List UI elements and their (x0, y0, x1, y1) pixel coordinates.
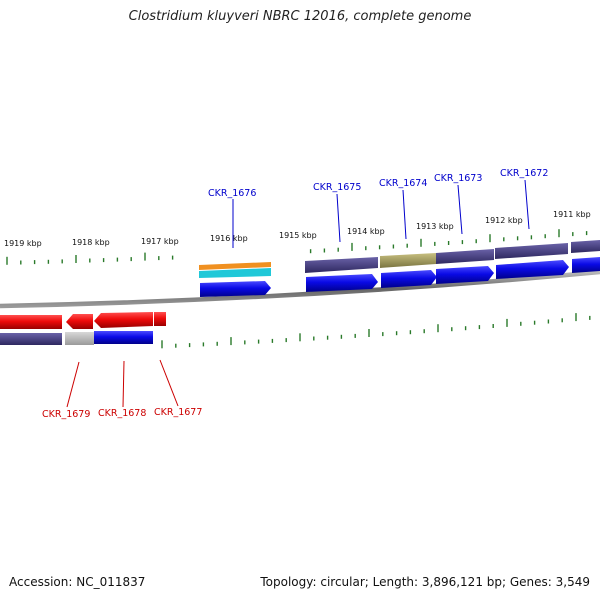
gene-arrow-1678 (66, 314, 93, 329)
gene-label-1672: CKR_1672 (500, 168, 548, 179)
tick-label-1917: 1917 kbp (141, 237, 179, 246)
gene-label-1676: CKR_1676 (208, 188, 256, 199)
forward-cog-track (199, 240, 600, 278)
tick-label-1913: 1913 kbp (416, 222, 454, 231)
gene-arrow-1679 (0, 315, 62, 329)
tick-label-1912: 1912 kbp (485, 216, 523, 225)
callout-line-1674 (402, 189, 407, 240)
gene-arrow-1671 (572, 257, 600, 273)
gene-label-1677: CKR_1677 (154, 407, 202, 418)
reverse-cog-track (0, 331, 153, 345)
forward-gene-labels: CKR_1676 CKR_1675 CKR_1674 CKR_1673 CKR_… (208, 168, 548, 248)
gene-label-1678: CKR_1678 (98, 408, 146, 419)
gene-label-1674: CKR_1674 (379, 178, 427, 189)
cog-bar-1674 (380, 253, 436, 268)
genome-title: Clostridium kluyveri NBRC 12016, complet… (128, 9, 472, 24)
forward-gene-track (200, 257, 600, 297)
cog-bar-1677 (94, 331, 153, 344)
gene-arrow-1673 (436, 266, 494, 284)
callout-line-1672 (524, 179, 530, 230)
scale-labels: 1919 kbp 1918 kbp 1917 kbp 1916 kbp 1915… (4, 210, 591, 248)
gene-label-1675: CKR_1675 (313, 182, 361, 193)
gene-arrow-1677b (154, 312, 166, 326)
callout-line-1679 (66, 361, 80, 408)
callout-line-1675 (336, 193, 341, 243)
scale-ticks-lower (161, 313, 591, 349)
gene-arrow-1674 (381, 270, 437, 288)
callout-line-1678 (122, 360, 125, 408)
cog-bar-1673 (436, 249, 494, 264)
rna-orange-bar (199, 262, 271, 270)
tick-label-1911: 1911 kbp (553, 210, 591, 219)
gene-label-1679: CKR_1679 (42, 409, 90, 420)
cog-bar-1679 (0, 333, 62, 345)
accession-text: Accession: NC_011837 (9, 575, 146, 589)
rna-cyan-bar (199, 268, 271, 278)
gene-arrow-1677 (94, 312, 153, 328)
genome-backbone (0, 269, 600, 309)
gene-label-1673: CKR_1673 (434, 173, 482, 184)
callout-line-1673 (457, 184, 463, 235)
tick-label-1919: 1919 kbp (4, 239, 42, 248)
gene-arrow-1675 (306, 274, 378, 292)
scale-ticks-upper (6, 229, 588, 265)
tick-label-1915: 1915 kbp (279, 231, 317, 240)
callout-line-1677 (159, 359, 179, 407)
cog-bar-1671 (571, 240, 600, 253)
tick-label-1918: 1918 kbp (72, 238, 110, 247)
cog-bar-1678 (65, 332, 94, 345)
gene-arrow-1672 (496, 260, 569, 279)
reverse-gene-track (0, 312, 166, 329)
reverse-gene-labels: CKR_1679 CKR_1678 CKR_1677 (42, 359, 202, 420)
tick-label-1916: 1916 kbp (210, 234, 248, 243)
cog-bar-1675 (305, 257, 378, 273)
cog-bar-1672 (495, 243, 568, 259)
genome-summary-text: Topology: circular; Length: 3,896,121 bp… (260, 575, 590, 589)
tick-label-1914: 1914 kbp (347, 227, 385, 236)
gene-arrow-1676 (200, 281, 271, 297)
